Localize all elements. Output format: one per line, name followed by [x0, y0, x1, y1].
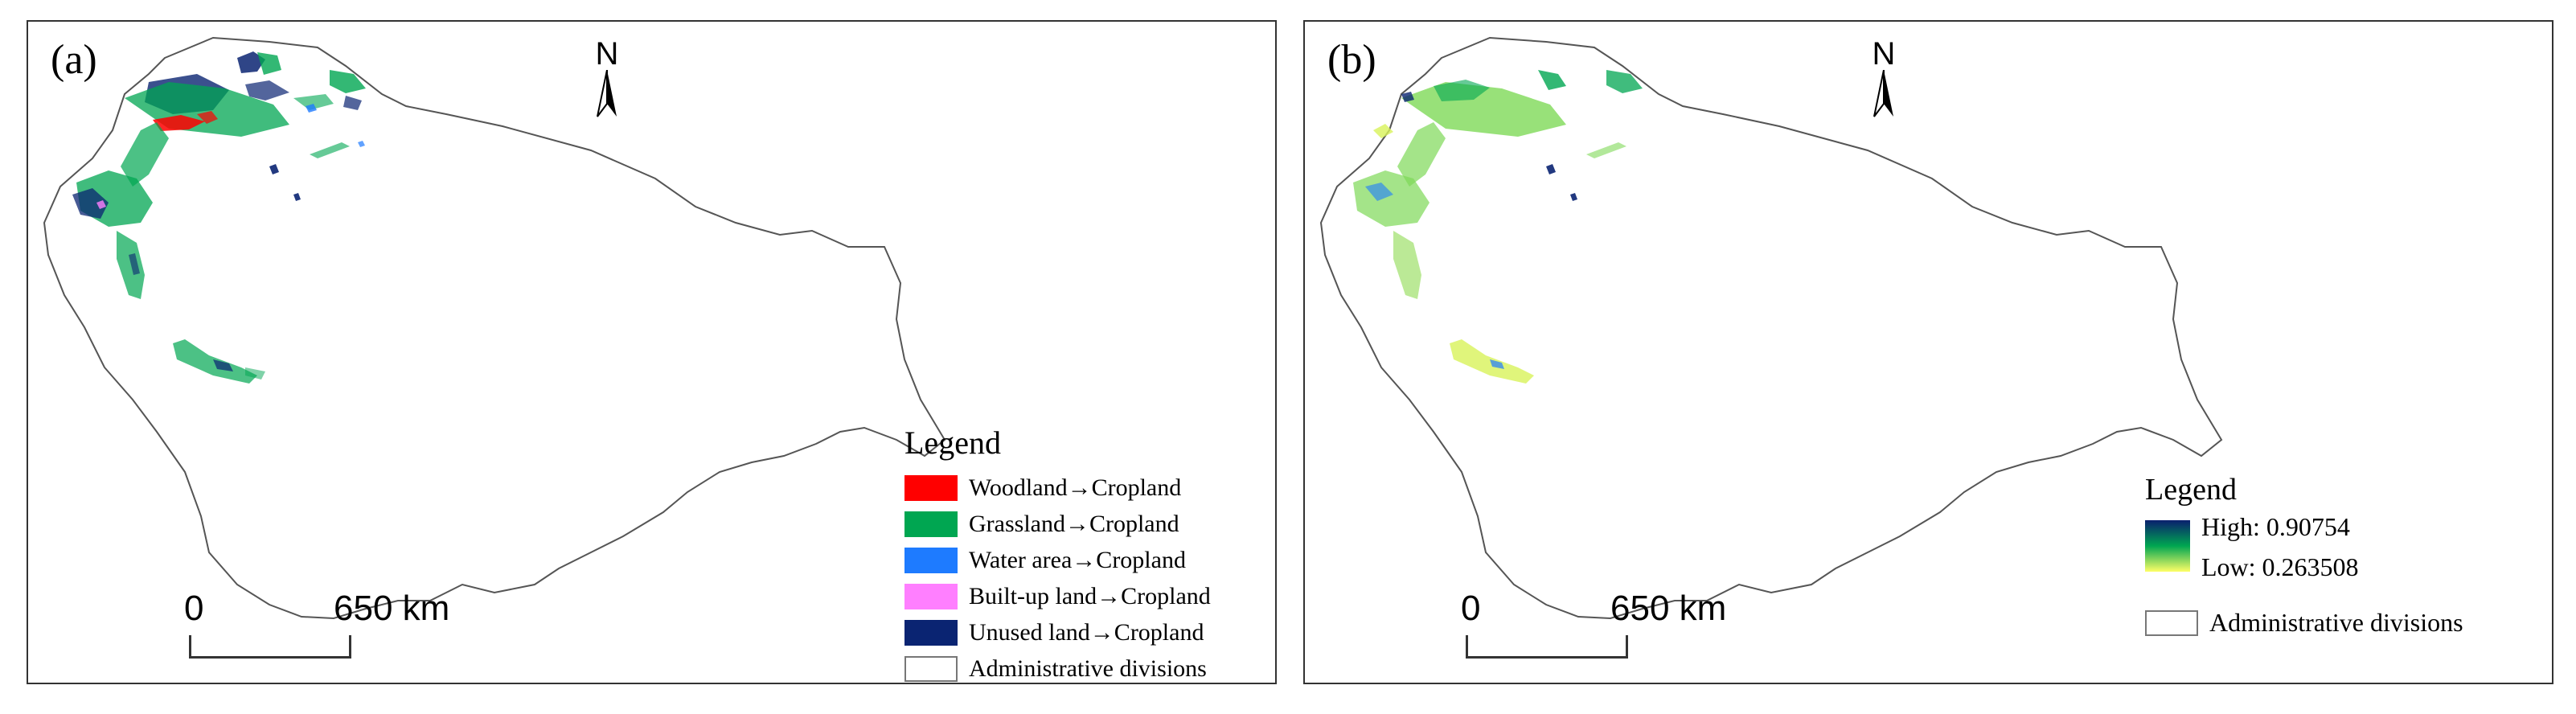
- region-map: [43, 36, 946, 620]
- map-panel-a: (a): [27, 20, 1277, 684]
- region-map: [1319, 36, 2223, 620]
- scale-bar: 0 650 km: [184, 589, 449, 661]
- north-arrow-icon: [1873, 69, 1893, 117]
- admin-boundary: [43, 36, 946, 620]
- legend-swatch: [904, 474, 958, 501]
- map-panel-b: (b) N 0 650 km: [1303, 20, 2553, 684]
- legend: Legend Woodland→Cropland Grassland→Cropl…: [904, 424, 1211, 687]
- legend-label: Grassland→Cropland: [969, 510, 1179, 537]
- legend-label: Water area→Cropland: [969, 546, 1186, 573]
- legend-low-label: Low: 0.263508: [2201, 552, 2359, 581]
- legend-label: Built-up land→Cropland: [969, 582, 1211, 609]
- scale-bar: 0 650 km: [1461, 589, 1726, 661]
- panel-label: (b): [1327, 37, 1376, 83]
- legend-item: Administrative divisions: [904, 650, 1211, 687]
- admin-boundary: [1319, 36, 2223, 620]
- legend-item: Built-up land→Cropland: [904, 578, 1211, 614]
- value-patches: [1353, 70, 1643, 384]
- north-label: N: [595, 36, 619, 72]
- legend-high-label: High: 0.90754: [2201, 512, 2350, 541]
- legend-item: Administrative divisions: [2145, 605, 2463, 641]
- north-arrow-icon: [597, 69, 617, 117]
- legend-swatch: [904, 619, 958, 646]
- legend-title: Legend: [904, 425, 1001, 461]
- legend-label: Woodland→Cropland: [969, 474, 1182, 501]
- legend-swatch: [904, 547, 958, 573]
- legend-item: Unused land→Cropland: [904, 614, 1211, 650]
- legend-title: Legend: [2145, 473, 2237, 507]
- legend-swatch: [904, 583, 958, 609]
- legend-gradient: [2145, 520, 2190, 572]
- legend-swatch: [904, 655, 958, 682]
- scale-line: [1466, 635, 1628, 659]
- north-label: N: [1872, 36, 1896, 72]
- cropland-change-patches: [72, 51, 366, 384]
- scale-end-label: 650 km: [334, 589, 450, 628]
- north-arrow: N: [1860, 38, 1908, 122]
- north-arrow: N: [583, 38, 631, 122]
- legend-item: Water area→Cropland: [904, 542, 1211, 578]
- legend-label: Administrative divisions: [969, 654, 1207, 682]
- legend-item: Grassland→Cropland: [904, 506, 1211, 542]
- scale-end-label: 650 km: [1610, 589, 1727, 628]
- legend: Legend High: 0.90754 Low: 0.263508 Admin…: [2145, 472, 2463, 665]
- scale-start-label: 0: [184, 589, 204, 628]
- legend-item: Woodland→Cropland: [904, 470, 1211, 506]
- legend-swatch: [2145, 609, 2198, 636]
- legend-label: Unused land→Cropland: [969, 618, 1204, 646]
- scale-start-label: 0: [1461, 589, 1481, 628]
- legend-label: Administrative divisions: [2209, 608, 2463, 637]
- scale-line: [189, 635, 351, 659]
- legend-swatch: [904, 511, 958, 537]
- panel-label: (a): [51, 37, 97, 83]
